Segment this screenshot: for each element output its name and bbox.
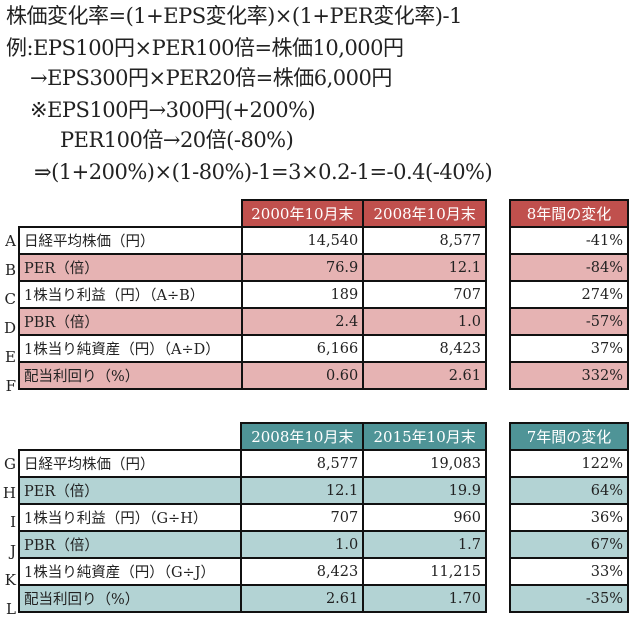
cell-value: 76.9 xyxy=(240,253,365,282)
change-value: -84% xyxy=(509,253,629,282)
table-row: PBR（倍） 1.0 1.7 xyxy=(17,530,487,559)
column-header: 2008年10月末 xyxy=(240,422,365,451)
change-value: 122% xyxy=(509,449,629,478)
row-letter: H xyxy=(2,484,16,502)
row-letter: F xyxy=(5,377,16,395)
row-letter: L xyxy=(6,600,16,618)
change-value: -57% xyxy=(509,307,629,336)
formula-line-4: ※EPS100円→300円(+200%) xyxy=(30,98,316,122)
row-letter: B xyxy=(4,261,16,279)
change-value: 332% xyxy=(509,361,629,390)
table-row: 1株当り利益（円）（A÷B） 189 707 xyxy=(18,280,487,309)
cell-value: 8,423 xyxy=(362,334,487,363)
change-table-2: 7年間の変化 122% 64% 36% 67% 33% -35% xyxy=(509,422,629,613)
row-label: 日経平均株価（円） xyxy=(17,449,243,478)
table-row: 1株当り利益（円）（G÷H） 707 960 xyxy=(17,503,487,532)
main-table-2: 2008年10月末 2015年10月末 日経平均株価（円） 8,577 19,0… xyxy=(17,422,487,613)
change-header: 7年間の変化 xyxy=(509,422,629,451)
table-row: 1株当り純資産（円）（G÷J） 8,423 11,215 xyxy=(17,557,487,586)
cell-value: 12.1 xyxy=(362,253,487,282)
row-label: PER（倍） xyxy=(17,476,243,505)
cell-value: 1.7 xyxy=(362,530,487,559)
row-label: 1株当り純資産（円）（G÷J） xyxy=(17,557,243,586)
cell-value: 1.0 xyxy=(240,530,365,559)
row-label: 1株当り利益（円）（G÷H） xyxy=(17,503,243,532)
change-value: 274% xyxy=(509,280,629,309)
cell-value: 2.4 xyxy=(240,307,365,336)
row-letter: E xyxy=(5,348,16,366)
row-label: 1株当り利益（円）（A÷B） xyxy=(18,280,243,309)
change-table-1: 8年間の変化 -41% -84% 274% -57% 37% 332% xyxy=(509,199,629,390)
column-header: 2008年10月末 xyxy=(362,199,487,228)
cell-value: 2.61 xyxy=(240,584,365,613)
cell-value: 19,083 xyxy=(362,449,487,478)
cell-value: 14,540 xyxy=(240,226,365,255)
row-letter: G xyxy=(4,455,16,473)
row-label: 配当利回り（%） xyxy=(17,584,243,613)
cell-value: 19.9 xyxy=(362,476,487,505)
formula-line-2: 例:EPS100円×PER100倍=株価10,000円 xyxy=(6,36,404,60)
row-letter: K xyxy=(4,571,16,589)
cell-value: 12.1 xyxy=(240,476,365,505)
formula-line-5: PER100倍→20倍(-80%) xyxy=(60,128,294,152)
table-row: PER（倍） 76.9 12.1 xyxy=(18,253,487,282)
cell-value: 960 xyxy=(362,503,487,532)
column-header: 2015年10月末 xyxy=(362,422,487,451)
formula-line-1: 株価変化率=(1+EPS変化率)×(1+PER変化率)-1 xyxy=(6,4,462,28)
cell-value: 8,423 xyxy=(240,557,365,586)
cell-value: 8,577 xyxy=(240,449,365,478)
table-row: PER（倍） 12.1 19.9 xyxy=(17,476,487,505)
row-label: PBR（倍） xyxy=(17,530,243,559)
row-letter: I xyxy=(10,513,16,531)
cell-value: 707 xyxy=(362,280,487,309)
formula-line-6: ⇒(1+200%)×(1-80%)-1=3×0.2-1=-0.4(-40%) xyxy=(34,160,493,184)
row-letter: J xyxy=(9,542,16,560)
cell-value: 8,577 xyxy=(362,226,487,255)
row-letter: A xyxy=(5,232,16,250)
cell-value: 6,166 xyxy=(240,334,365,363)
change-value: 37% xyxy=(509,334,629,363)
row-label: PBR（倍） xyxy=(18,307,243,336)
change-value: 33% xyxy=(509,557,629,586)
change-value: 67% xyxy=(509,530,629,559)
row-letter: C xyxy=(4,290,16,308)
main-table-1: 2000年10月末 2008年10月末 日経平均株価（円） 14,540 8,5… xyxy=(18,199,487,390)
change-value: -35% xyxy=(509,584,629,613)
formula-line-3: →EPS300円×PER20倍=株価6,000円 xyxy=(30,66,392,90)
table-row: 1株当り純資産（円）（A÷D） 6,166 8,423 xyxy=(18,334,487,363)
row-label: 配当利回り（%） xyxy=(18,361,243,390)
cell-value: 0.60 xyxy=(240,361,365,390)
table-row: PBR（倍） 2.4 1.0 xyxy=(18,307,487,336)
table-row: 配当利回り（%） 2.61 1.70 xyxy=(17,584,487,613)
cell-value: 1.70 xyxy=(362,584,487,613)
row-letter: D xyxy=(3,319,16,337)
cell-value: 707 xyxy=(240,503,365,532)
cell-value: 11,215 xyxy=(362,557,487,586)
column-header: 2000年10月末 xyxy=(240,199,365,228)
table-row: 配当利回り（%） 0.60 2.61 xyxy=(18,361,487,390)
change-header: 8年間の変化 xyxy=(509,199,629,228)
row-label: PER（倍） xyxy=(18,253,243,282)
row-label: 日経平均株価（円） xyxy=(18,226,243,255)
row-label: 1株当り純資産（円）（A÷D） xyxy=(18,334,243,363)
change-value: 36% xyxy=(509,503,629,532)
cell-value: 1.0 xyxy=(362,307,487,336)
table-row: 日経平均株価（円） 8,577 19,083 xyxy=(17,449,487,478)
table-row: 日経平均株価（円） 14,540 8,577 xyxy=(18,226,487,255)
cell-value: 189 xyxy=(240,280,365,309)
cell-value: 2.61 xyxy=(362,361,487,390)
change-value: -41% xyxy=(509,226,629,255)
change-value: 64% xyxy=(509,476,629,505)
